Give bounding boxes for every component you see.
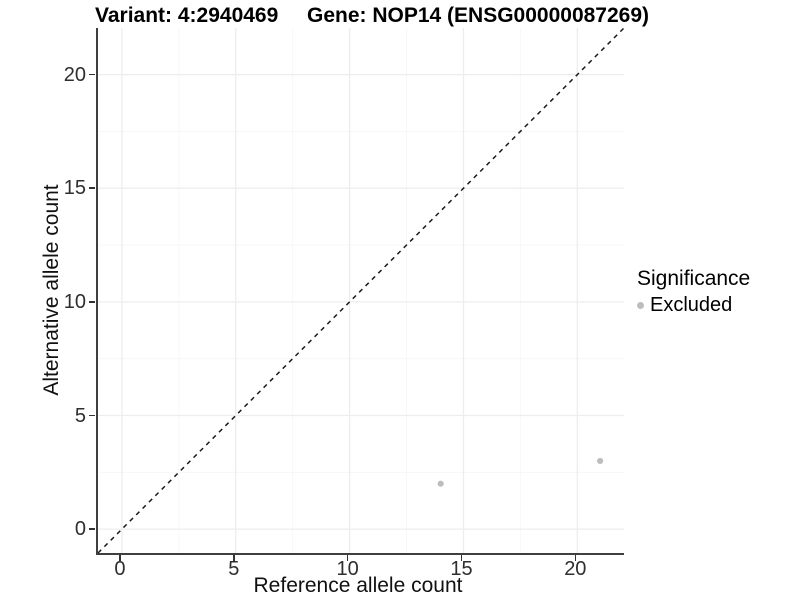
- plot-title-variant: Variant: 4:2940469: [95, 4, 279, 27]
- y-tick-mark: [89, 73, 95, 76]
- y-tick-mark: [89, 528, 95, 530]
- legend-item-excluded[interactable]: Excluded: [637, 294, 750, 317]
- legend: Significance Excluded: [637, 267, 750, 317]
- x-tick-label: 0: [114, 558, 126, 580]
- x-tick-mark: [346, 555, 349, 561]
- y-tick-label: 5: [74, 404, 86, 427]
- x-tick-mark: [574, 555, 577, 561]
- x-tick-label: 15: [450, 558, 473, 580]
- x-tick-mark: [460, 555, 463, 561]
- plot-canvas: [98, 28, 624, 553]
- data-point: [596, 457, 604, 465]
- y-tick-mark: [89, 414, 95, 417]
- legend-point-icon: [637, 302, 644, 309]
- y-tick-label: 0: [74, 518, 86, 541]
- x-tick-mark: [119, 555, 121, 561]
- x-tick-label: 20: [564, 558, 587, 580]
- y-tick-mark: [89, 187, 95, 189]
- plot-panel[interactable]: [96, 28, 624, 555]
- legend-title: Significance: [637, 267, 751, 290]
- x-axis-title: Reference allele count: [253, 574, 463, 597]
- data-point: [437, 480, 444, 487]
- legend-item-label: Excluded: [650, 294, 733, 316]
- x-tick-label: 5: [228, 558, 240, 580]
- y-tick-label: 10: [63, 290, 86, 313]
- identity-dashed-line: [98, 28, 624, 553]
- y-tick-label: 20: [63, 63, 86, 86]
- y-tick-label: 15: [63, 177, 86, 200]
- y-tick-mark: [89, 301, 95, 303]
- plot-title-gene: Gene: NOP14 (ENSG00000087269): [307, 4, 650, 27]
- x-tick-label: 10: [336, 558, 359, 580]
- x-tick-mark: [233, 555, 235, 561]
